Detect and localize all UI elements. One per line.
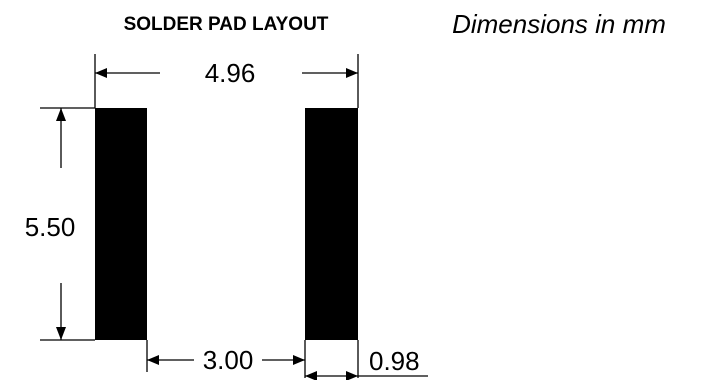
arrowhead-padwidth-left [305, 371, 317, 380]
overall-width-dimension: 4.96 [94, 54, 359, 108]
arrowhead-left [95, 68, 107, 78]
pad-width-label: 0.98 [369, 346, 420, 376]
pad-height-dimension: 5.50 [25, 107, 95, 341]
pad-gap-dimension: 3.00 [146, 340, 306, 378]
arrowhead-gap-left [147, 355, 159, 365]
solder-pad-left [95, 108, 147, 340]
pad-gap-label: 3.00 [203, 345, 254, 375]
arrowhead-padwidth-right [346, 371, 358, 380]
pad-width-dimension: 0.98 [305, 340, 428, 380]
overall-width-label: 4.96 [205, 58, 256, 88]
units-note: Dimensions in mm [452, 9, 666, 39]
pad-height-label: 5.50 [25, 212, 76, 242]
arrowhead-down [56, 327, 66, 340]
arrowhead-right [346, 68, 358, 78]
arrowhead-gap-right [293, 355, 305, 365]
diagram-title: SOLDER PAD LAYOUT [124, 14, 329, 35]
solder-pad-right [305, 108, 358, 340]
arrowhead-up [56, 108, 66, 121]
